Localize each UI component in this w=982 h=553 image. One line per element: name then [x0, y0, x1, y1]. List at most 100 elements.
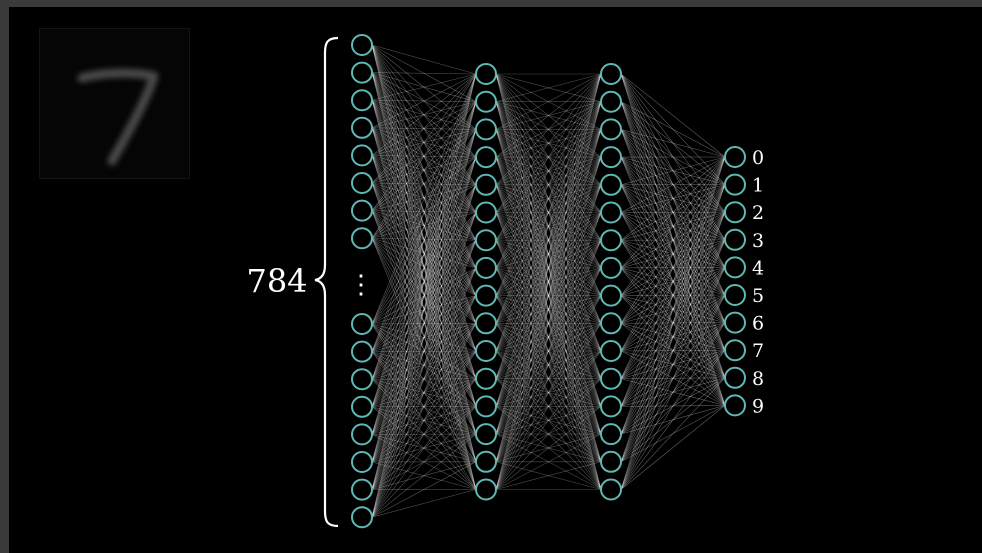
edge-hidden2-output: [620, 239, 726, 351]
edge-hidden1-hidden2: [495, 350, 602, 379]
edge-hidden1-hidden2: [495, 129, 602, 241]
edge-hidden1-hidden2: [495, 101, 602, 435]
edge-input-hidden1: [371, 184, 477, 435]
edge-hidden1-hidden2: [495, 240, 602, 379]
edge-hidden1-hidden2: [495, 101, 602, 379]
edge-input-hidden1: [371, 267, 477, 518]
edge-input-hidden1: [371, 212, 477, 352]
edge-input-hidden1: [371, 73, 477, 518]
edge-hidden2-output: [620, 267, 726, 407]
edge-hidden1-hidden2: [495, 101, 602, 324]
edge-input-hidden1: [371, 73, 477, 380]
hidden2-neuron: [600, 63, 622, 85]
edge-hidden1-hidden2: [495, 129, 602, 407]
edge-hidden2-output: [620, 73, 726, 378]
edge-input-hidden1: [371, 44, 477, 213]
edge-hidden1-hidden2: [495, 129, 602, 324]
edge-hidden1-hidden2: [495, 101, 602, 186]
edge-input-hidden1: [371, 350, 477, 380]
edge-hidden1-hidden2: [495, 267, 602, 379]
edge-input-hidden1: [371, 44, 477, 490]
hidden1-neuron: [475, 395, 497, 418]
edge-hidden1-hidden2: [495, 157, 602, 462]
edge-input-hidden1: [371, 210, 477, 269]
edge-input-hidden1: [371, 378, 477, 408]
edge-hidden1-hidden2: [495, 157, 602, 490]
edge-hidden1-hidden2: [495, 267, 602, 352]
edge-hidden1-hidden2: [495, 184, 602, 490]
edge-hidden2-output: [620, 267, 726, 296]
edge-hidden2-output: [620, 294, 726, 462]
edge-input-hidden1: [371, 184, 477, 211]
edge-input-hidden1: [371, 210, 477, 352]
edge-input-hidden1: [371, 73, 477, 211]
edge-hidden2-output: [620, 323, 726, 351]
edge-hidden1-hidden2: [495, 184, 602, 324]
edge-input-hidden1: [371, 44, 477, 296]
edge-hidden1-hidden2: [495, 212, 602, 435]
edge-hidden1-hidden2: [495, 184, 602, 379]
edge-hidden1-hidden2: [495, 129, 602, 186]
input-neuron: [351, 368, 373, 391]
edge-hidden1-hidden2: [495, 239, 602, 324]
edge-input-hidden1: [371, 73, 477, 184]
edge-hidden2-output: [620, 184, 726, 269]
edge-hidden1-hidden2: [495, 184, 602, 296]
edge-hidden1-hidden2: [495, 378, 602, 490]
edge-input-hidden1: [371, 44, 477, 379]
edge-hidden2-output: [620, 294, 726, 407]
hidden1-neuron: [475, 478, 497, 501]
edge-input-hidden1: [371, 157, 477, 490]
edge-input-hidden1: [371, 44, 477, 158]
edge-hidden2-output: [620, 377, 726, 407]
hidden2-neuron: [600, 118, 622, 141]
edge-hidden1-hidden2: [495, 212, 602, 241]
edge-hidden1-hidden2: [495, 267, 602, 407]
edge-hidden2-output: [620, 267, 726, 323]
input-neuron: [351, 451, 373, 473]
edge-hidden1-hidden2: [495, 184, 602, 241]
edge-hidden1-hidden2: [495, 129, 602, 241]
edge-input-hidden1: [371, 210, 477, 379]
hidden2-neuron: [600, 201, 622, 224]
neurons-group: [351, 34, 746, 529]
edge-hidden1-hidden2: [495, 73, 602, 324]
input-neuron: [351, 423, 373, 446]
edge-hidden2-output: [620, 349, 726, 435]
input-neuron: [351, 89, 373, 112]
edge-hidden1-hidden2: [495, 129, 602, 490]
edge-hidden2-output: [620, 267, 726, 379]
edge-hidden2-output: [620, 129, 726, 158]
edge-input-hidden1: [371, 73, 477, 407]
edge-input-hidden1: [371, 182, 477, 213]
edge-input-hidden1: [371, 129, 477, 156]
input-digit-image: [39, 28, 190, 179]
edge-hidden1-hidden2: [495, 267, 602, 490]
edge-hidden1-hidden2: [495, 350, 602, 463]
edge-hidden2-output: [620, 239, 726, 323]
edge-hidden1-hidden2: [495, 156, 602, 435]
edge-hidden1-hidden2: [495, 212, 602, 352]
edge-hidden1-hidden2: [495, 157, 602, 490]
edge-hidden1-hidden2: [495, 240, 602, 435]
edge-hidden1-hidden2: [495, 350, 602, 490]
edge-hidden1-hidden2: [495, 101, 602, 324]
output-label-3: 3: [752, 230, 764, 252]
edge-hidden1-hidden2: [495, 129, 602, 462]
edge-hidden2-output: [620, 101, 726, 268]
edge-hidden1-hidden2: [495, 129, 602, 158]
edge-input-hidden1: [371, 101, 477, 129]
edge-hidden1-hidden2: [495, 156, 602, 269]
edge-input-hidden1: [371, 156, 477, 352]
edge-input-hidden1: [371, 184, 477, 239]
edge-hidden1-hidden2: [495, 295, 602, 462]
edge-hidden2-output: [620, 239, 726, 407]
edge-hidden1-hidden2: [495, 101, 602, 241]
edge-hidden2-output: [620, 349, 726, 463]
edge-hidden1-hidden2: [495, 73, 602, 379]
edge-input-hidden1: [371, 73, 477, 156]
edge-input-hidden1: [371, 101, 477, 156]
output-label-0: 0: [752, 147, 764, 169]
edge-input-hidden1: [371, 72, 477, 407]
edge-input-hidden1: [371, 155, 477, 269]
